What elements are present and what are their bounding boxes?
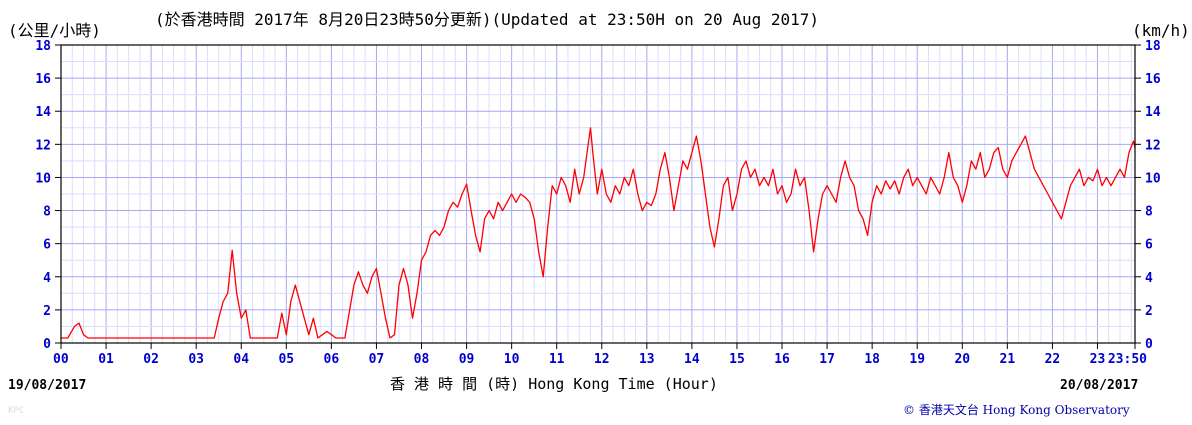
y-tick-label: 2	[43, 304, 51, 319]
y-tick-label: 4	[1145, 271, 1153, 286]
y-tick-label: 0	[1145, 337, 1153, 352]
right-unit-label: (km/h)	[1132, 21, 1190, 40]
end-date-label: 20/08/2017	[1060, 378, 1138, 393]
x-tick-label: 12	[594, 352, 610, 367]
x-tick-label: 02	[143, 352, 159, 367]
y-tick-label: 18	[35, 39, 51, 54]
y-axis-left: 0 2 4 6 8 10 12 14 16 18	[35, 39, 61, 352]
x-tick-label: 06	[324, 352, 340, 367]
x-tick-label: 11	[549, 352, 565, 367]
x-tick-label: 09	[459, 352, 475, 367]
y-tick-label: 12	[1145, 138, 1161, 153]
x-tick-label: 19	[909, 352, 925, 367]
x-tick-label: 20	[954, 352, 970, 367]
x-tick-label: 01	[98, 352, 114, 367]
y-tick-label: 6	[43, 238, 51, 253]
x-tick-label: 03	[188, 352, 204, 367]
y-tick-label: 8	[43, 205, 51, 220]
y-tick-label: 12	[35, 138, 51, 153]
y-tick-label: 14	[35, 105, 51, 120]
x-tick-label: 17	[819, 352, 835, 367]
x-tick-label: 00	[53, 352, 69, 367]
y-tick-label: 10	[1145, 171, 1161, 186]
y-tick-label: 16	[1145, 72, 1161, 87]
credit-text: © 香港天文台 Hong Kong Observatory	[903, 402, 1130, 417]
wind-speed-series-line	[61, 127, 1136, 339]
y-tick-label: 18	[1145, 39, 1161, 54]
x-tick-label: 23:50	[1108, 352, 1147, 367]
x-tick-label: 23	[1090, 352, 1106, 367]
left-unit-label: (公里/小時)	[8, 21, 101, 40]
y-tick-label: 0	[43, 337, 51, 352]
x-tick-label: 14	[684, 352, 700, 367]
x-tick-label: 21	[1000, 352, 1016, 367]
x-tick-label: 08	[414, 352, 430, 367]
x-tick-label: 13	[639, 352, 655, 367]
y-tick-label: 14	[1145, 105, 1161, 120]
y-tick-label: 4	[43, 271, 51, 286]
grid-lines	[60, 44, 1135, 344]
x-axis: 00 01 02 03 04 05 06 07 08 09 10 11 12 13 14 15 16 17 18 19…	[53, 343, 1147, 367]
y-tick-label: 6	[1145, 238, 1153, 253]
y-tick-label: 16	[35, 72, 51, 87]
plot-frame	[60, 44, 1136, 344]
y-tick-label: 8	[1145, 205, 1153, 220]
x-tick-label: 04	[233, 352, 249, 367]
y-tick-label: 10	[35, 171, 51, 186]
x-tick-label: 05	[278, 352, 294, 367]
watermark-text: KPC	[8, 406, 24, 416]
start-date-label: 19/08/2017	[8, 378, 86, 393]
x-tick-label: 10	[504, 352, 520, 367]
x-axis-label: 香 港 時 間 (時) Hong Kong Time (Hour)	[390, 375, 718, 393]
y-tick-label: 2	[1145, 304, 1153, 319]
x-tick-label: 15	[729, 352, 745, 367]
y-axis-right: 0 2 4 6 8 10 12 14 16 18	[1135, 39, 1161, 352]
x-tick-label: 07	[369, 352, 385, 367]
x-tick-label: 16	[774, 352, 790, 367]
x-tick-label: 22	[1045, 352, 1061, 367]
chart-title: (於香港時間 2017年 8月20日23時50分更新)(Updated at 2…	[155, 10, 819, 29]
x-tick-label: 18	[864, 352, 880, 367]
